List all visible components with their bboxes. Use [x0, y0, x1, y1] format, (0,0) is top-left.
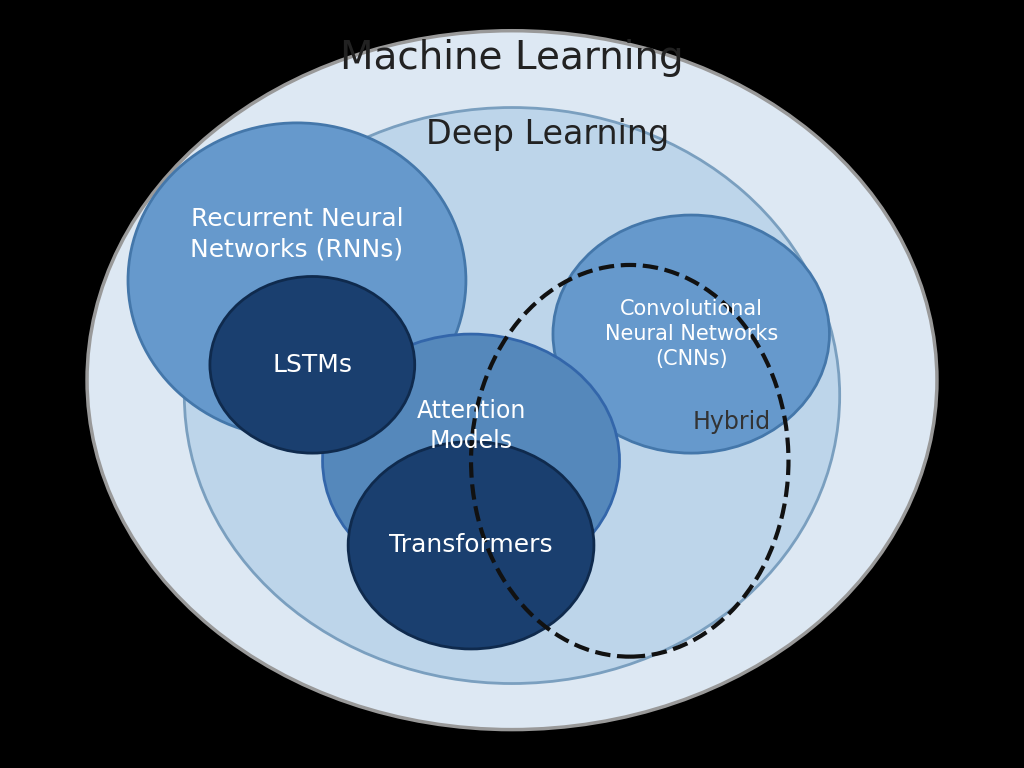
Text: Transformers: Transformers [389, 533, 553, 558]
Text: LSTMs: LSTMs [272, 353, 352, 377]
Ellipse shape [210, 276, 415, 453]
Text: Deep Learning: Deep Learning [426, 118, 670, 151]
Ellipse shape [128, 123, 466, 438]
Text: Attention
Models: Attention Models [417, 399, 525, 453]
Ellipse shape [348, 442, 594, 649]
Text: Recurrent Neural
Networks (RNNs): Recurrent Neural Networks (RNNs) [190, 207, 403, 261]
Ellipse shape [184, 108, 840, 684]
Ellipse shape [553, 215, 829, 453]
Text: Hybrid: Hybrid [693, 410, 771, 435]
Text: Machine Learning: Machine Learning [340, 38, 684, 77]
Ellipse shape [323, 334, 620, 588]
Text: Convolutional
Neural Networks
(CNNs): Convolutional Neural Networks (CNNs) [604, 300, 778, 369]
Ellipse shape [87, 31, 937, 730]
